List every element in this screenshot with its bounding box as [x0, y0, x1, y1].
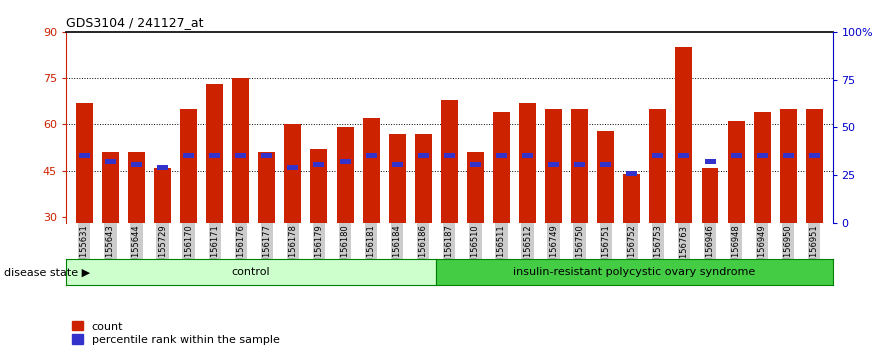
Text: GSM156177: GSM156177 [263, 224, 271, 275]
Bar [649, 109, 666, 309]
Bar [157, 165, 168, 170]
Bar [209, 153, 220, 158]
Bar [102, 152, 119, 309]
Bar [493, 112, 510, 309]
Bar [757, 153, 767, 158]
Bar [701, 167, 719, 309]
Text: insulin-resistant polycystic ovary syndrome: insulin-resistant polycystic ovary syndr… [514, 267, 756, 277]
Bar [310, 149, 328, 309]
Bar [154, 167, 171, 309]
Text: GSM156949: GSM156949 [758, 224, 766, 275]
Text: disease state ▶: disease state ▶ [4, 267, 91, 277]
Bar [418, 153, 429, 158]
Bar [519, 103, 536, 309]
Text: GSM156763: GSM156763 [679, 224, 688, 275]
Bar [78, 153, 90, 158]
Text: GSM156181: GSM156181 [366, 224, 375, 275]
Bar [262, 153, 272, 158]
Bar [496, 153, 507, 158]
Bar [392, 162, 403, 167]
Bar [105, 159, 116, 164]
Text: GSM156753: GSM156753 [654, 224, 663, 275]
Bar [467, 152, 484, 309]
Bar [782, 153, 794, 158]
Bar [597, 131, 614, 309]
Text: GSM156752: GSM156752 [627, 224, 636, 275]
Bar [470, 162, 481, 167]
Bar [652, 153, 663, 158]
Bar [285, 124, 301, 309]
Bar [206, 84, 223, 309]
Text: GSM156171: GSM156171 [211, 224, 219, 275]
Text: GSM156512: GSM156512 [523, 224, 532, 275]
Bar [624, 174, 640, 309]
Text: GSM156170: GSM156170 [184, 224, 193, 275]
Bar [806, 109, 823, 309]
Bar [180, 109, 197, 309]
Text: GSM156184: GSM156184 [393, 224, 402, 275]
Text: GSM156186: GSM156186 [418, 224, 428, 275]
Bar [314, 162, 324, 167]
Text: GSM156951: GSM156951 [810, 224, 818, 275]
Bar [337, 127, 353, 309]
Bar [571, 109, 589, 309]
Text: GSM155631: GSM155631 [80, 224, 89, 275]
Bar [730, 153, 742, 158]
Legend: count, percentile rank within the sample: count, percentile rank within the sample [71, 321, 279, 345]
Text: GSM155729: GSM155729 [158, 224, 167, 275]
Text: GSM156178: GSM156178 [288, 224, 298, 275]
Bar [389, 133, 405, 309]
Text: GSM156948: GSM156948 [731, 224, 741, 275]
Bar [128, 152, 145, 309]
Text: GSM156511: GSM156511 [497, 224, 506, 275]
Text: GSM156751: GSM156751 [601, 224, 611, 275]
Bar [131, 162, 142, 167]
Bar [522, 153, 533, 158]
Text: GSM156187: GSM156187 [445, 224, 454, 275]
Bar [183, 153, 194, 158]
Bar [287, 165, 299, 170]
Bar [676, 47, 692, 309]
Bar [809, 153, 820, 158]
Text: GSM156180: GSM156180 [341, 224, 350, 275]
Bar [363, 118, 380, 309]
Text: GSM155644: GSM155644 [132, 224, 141, 275]
Text: GSM156176: GSM156176 [236, 224, 245, 275]
Bar [444, 153, 455, 158]
Text: GSM155643: GSM155643 [106, 224, 115, 275]
Bar [705, 159, 715, 164]
Bar [753, 112, 771, 309]
Text: GSM156950: GSM156950 [784, 224, 793, 275]
Bar [728, 121, 744, 309]
Text: GSM156946: GSM156946 [706, 224, 714, 275]
Bar [339, 159, 351, 164]
Bar [678, 153, 690, 158]
Bar [548, 162, 559, 167]
Bar [626, 171, 637, 176]
Text: GSM156749: GSM156749 [549, 224, 558, 275]
Bar [415, 133, 432, 309]
Bar [600, 162, 611, 167]
Text: GSM156179: GSM156179 [315, 224, 323, 275]
Bar [366, 153, 376, 158]
Bar [780, 109, 796, 309]
Text: GSM156510: GSM156510 [470, 224, 480, 275]
Text: control: control [232, 267, 270, 277]
Bar [440, 100, 458, 309]
Text: GSM156750: GSM156750 [575, 224, 584, 275]
Bar [233, 78, 249, 309]
Bar [76, 103, 93, 309]
Bar [574, 162, 585, 167]
Bar [258, 152, 275, 309]
Bar [545, 109, 562, 309]
Bar [235, 153, 247, 158]
Text: GDS3104 / 241127_at: GDS3104 / 241127_at [66, 16, 204, 29]
